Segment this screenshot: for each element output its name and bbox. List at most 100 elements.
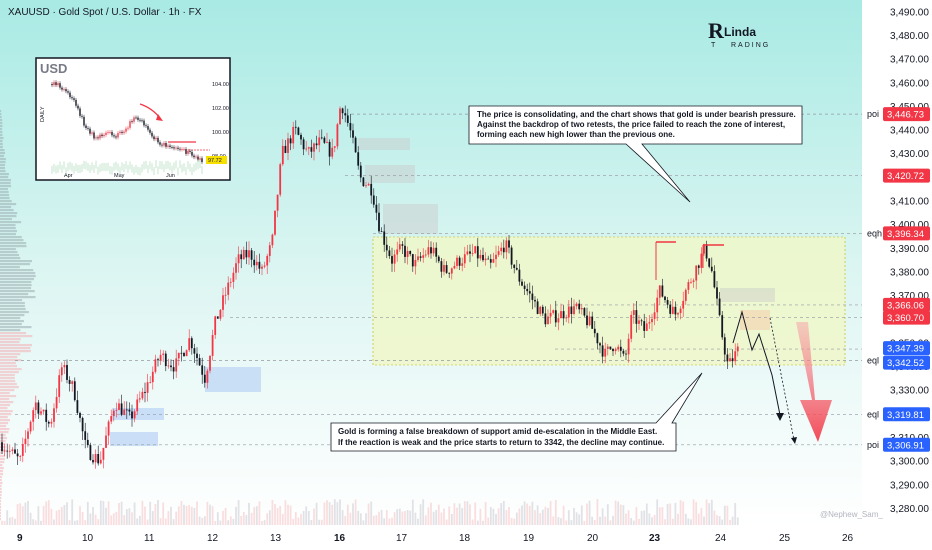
candle-body bbox=[713, 271, 716, 288]
volume-bar bbox=[216, 512, 219, 525]
candle-body bbox=[484, 258, 487, 261]
candle-body bbox=[443, 265, 445, 272]
candle-body bbox=[185, 350, 188, 357]
volume-bar bbox=[237, 500, 240, 525]
inset-candle-body bbox=[121, 131, 123, 133]
volume-bar bbox=[544, 506, 547, 525]
volume-profile-bar bbox=[0, 491, 2, 494]
candle-body bbox=[16, 453, 19, 457]
volume-bar bbox=[651, 517, 653, 525]
inset-volume-bar bbox=[107, 162, 109, 171]
volume-bar bbox=[411, 499, 414, 525]
inset-volume-bar bbox=[89, 164, 91, 173]
inset-candle-body bbox=[143, 120, 145, 126]
volume-bar bbox=[183, 504, 185, 525]
candle-body bbox=[710, 266, 713, 272]
volume-profile-bar bbox=[0, 158, 6, 161]
inset-candle-body bbox=[177, 147, 179, 149]
volume-bar bbox=[435, 510, 438, 525]
volume-bar bbox=[383, 518, 386, 525]
inset-candle-body bbox=[165, 142, 167, 147]
volume-bar bbox=[73, 520, 76, 525]
candle-body bbox=[736, 346, 739, 352]
volume-profile-bar bbox=[0, 473, 4, 476]
volume-profile-bar bbox=[0, 161, 6, 164]
volume-profile-bar bbox=[0, 272, 36, 275]
bearish-arrow bbox=[796, 322, 832, 442]
volume-bar bbox=[703, 516, 705, 525]
inset-volume-bar bbox=[149, 161, 151, 170]
inset-candle-body bbox=[135, 117, 137, 119]
candle-body bbox=[201, 365, 204, 375]
candle-body bbox=[266, 255, 269, 266]
volume-bar bbox=[700, 507, 703, 525]
volume-bar bbox=[297, 517, 300, 525]
volume-profile-bar bbox=[0, 419, 11, 422]
inset-volume-bar bbox=[131, 164, 133, 173]
volume-profile-bar bbox=[0, 248, 16, 251]
volume-profile-bar bbox=[0, 308, 26, 311]
volume-bar bbox=[432, 511, 435, 525]
inset-volume-bar bbox=[151, 163, 153, 172]
volume-bar bbox=[404, 511, 406, 525]
volume-bar bbox=[710, 499, 713, 525]
volume-bar bbox=[682, 501, 685, 525]
volume-profile-bar bbox=[0, 209, 14, 212]
volume-bar bbox=[479, 508, 482, 525]
candle-body bbox=[79, 412, 81, 418]
price-tag-box bbox=[883, 168, 930, 183]
volume-profile-bar bbox=[0, 344, 32, 347]
volume-bars bbox=[1, 499, 739, 525]
candle-body bbox=[518, 269, 521, 282]
volume-profile-bar bbox=[0, 518, 1, 521]
candle-body bbox=[118, 403, 120, 410]
inset-candle-body bbox=[107, 132, 109, 133]
candle-body bbox=[149, 382, 152, 383]
candle-body bbox=[112, 410, 115, 417]
volume-bar bbox=[6, 510, 9, 525]
inset-candle-body bbox=[59, 83, 61, 88]
candle-body bbox=[237, 254, 240, 264]
candle-body bbox=[661, 285, 664, 297]
candle-body bbox=[37, 402, 40, 414]
volume-bar bbox=[211, 506, 214, 525]
candle-body bbox=[235, 263, 237, 273]
volume-bar bbox=[63, 505, 66, 525]
volume-bar bbox=[523, 501, 526, 525]
candle-body bbox=[328, 141, 331, 157]
volume-bar bbox=[560, 518, 562, 525]
inset-candle-body bbox=[73, 98, 75, 100]
candle-body bbox=[560, 311, 562, 319]
candle-body bbox=[229, 281, 232, 283]
inset-volume-bar bbox=[157, 166, 159, 175]
volume-bar bbox=[284, 500, 287, 525]
volume-bar bbox=[554, 500, 557, 525]
time-axis[interactable]: 9 10 11 12 13 16 17 18 19 20 23 24 25 26 bbox=[17, 533, 854, 544]
volume-bar bbox=[89, 513, 92, 525]
price-tag-label: 3,396.34 bbox=[887, 229, 924, 240]
inset-volume-bar bbox=[135, 164, 137, 173]
volume-bar bbox=[614, 500, 617, 525]
candle-body bbox=[721, 315, 724, 338]
inset-volume-bar bbox=[81, 163, 83, 172]
volume-bar bbox=[203, 516, 206, 525]
volume-bar bbox=[380, 509, 383, 525]
inset-volume-bar bbox=[133, 166, 135, 175]
candle-body bbox=[73, 381, 76, 401]
volume-profile-bar bbox=[0, 464, 3, 467]
volume-bar bbox=[11, 516, 14, 525]
volume-profile-bar bbox=[0, 278, 34, 281]
candle-body bbox=[658, 285, 661, 298]
candle-body bbox=[567, 306, 570, 318]
candle-body bbox=[294, 126, 297, 128]
volume-bar bbox=[266, 513, 269, 525]
volume-profile-bar bbox=[0, 482, 3, 485]
volume-bar bbox=[396, 509, 399, 525]
candle-body bbox=[94, 454, 97, 463]
candle-body bbox=[635, 310, 638, 324]
volume-profile-bar bbox=[0, 179, 12, 182]
volume-profile-bar bbox=[0, 260, 33, 263]
volume-profile-bar bbox=[0, 224, 16, 227]
candle-body bbox=[159, 354, 162, 361]
